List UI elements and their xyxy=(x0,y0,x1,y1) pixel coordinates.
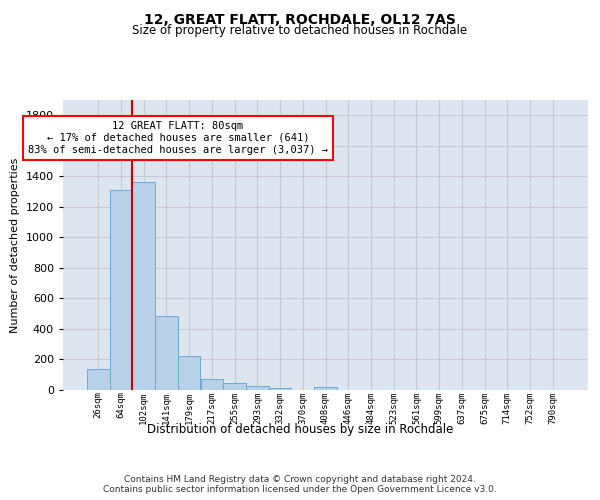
Bar xyxy=(246,386,269,390)
Bar xyxy=(200,378,223,390)
Bar xyxy=(223,383,246,390)
Bar xyxy=(133,182,155,390)
Bar xyxy=(269,388,292,390)
Bar xyxy=(314,387,337,390)
Text: 12 GREAT FLATT: 80sqm
← 17% of detached houses are smaller (641)
83% of semi-det: 12 GREAT FLATT: 80sqm ← 17% of detached … xyxy=(28,122,328,154)
Text: Contains HM Land Registry data © Crown copyright and database right 2024.
Contai: Contains HM Land Registry data © Crown c… xyxy=(103,475,497,494)
Bar xyxy=(155,316,178,390)
Bar xyxy=(178,356,200,390)
Text: Distribution of detached houses by size in Rochdale: Distribution of detached houses by size … xyxy=(147,422,453,436)
Bar xyxy=(110,190,133,390)
Bar xyxy=(87,370,110,390)
Y-axis label: Number of detached properties: Number of detached properties xyxy=(10,158,20,332)
Text: 12, GREAT FLATT, ROCHDALE, OL12 7AS: 12, GREAT FLATT, ROCHDALE, OL12 7AS xyxy=(144,12,456,26)
Text: Size of property relative to detached houses in Rochdale: Size of property relative to detached ho… xyxy=(133,24,467,37)
